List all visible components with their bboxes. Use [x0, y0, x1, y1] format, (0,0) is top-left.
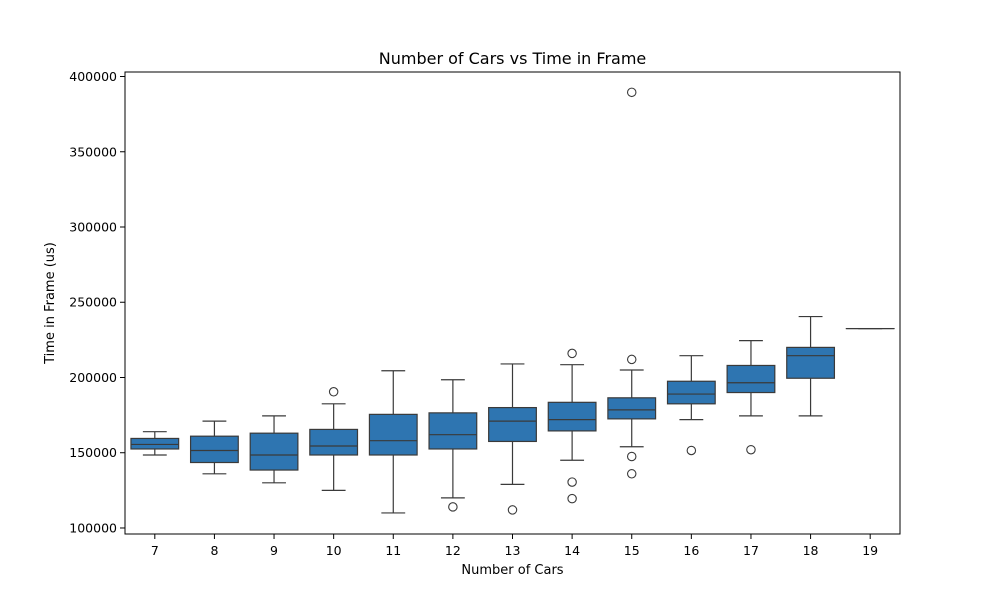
box-body: [250, 433, 298, 470]
x-tick-label: 7: [151, 543, 159, 558]
outlier-point: [687, 446, 695, 454]
outlier-point: [329, 388, 337, 396]
box-body: [191, 436, 239, 462]
x-tick-label: 12: [445, 543, 461, 558]
x-axis-label: Number of Cars: [461, 563, 563, 578]
box-body: [131, 438, 179, 449]
outlier-point: [628, 88, 636, 96]
outlier-point: [628, 452, 636, 460]
box-8: [191, 421, 239, 474]
x-tick-label: 11: [385, 543, 401, 558]
box-body: [429, 413, 477, 449]
y-tick-label: 200000: [69, 370, 117, 385]
y-axis-label: Time in Frame (us): [43, 242, 58, 365]
x-tick-label: 13: [505, 543, 521, 558]
box-17: [727, 341, 775, 454]
y-tick-label: 100000: [69, 520, 117, 535]
x-tick-label: 19: [862, 543, 878, 558]
x-tick-label: 17: [743, 543, 759, 558]
box-body: [489, 408, 537, 442]
box-18: [787, 317, 835, 416]
x-tick-label: 15: [624, 543, 640, 558]
box-14: [548, 349, 596, 503]
outlier-point: [747, 446, 755, 454]
x-tick-label: 9: [270, 543, 278, 558]
x-tick-label: 16: [683, 543, 699, 558]
outlier-point: [449, 503, 457, 511]
box-9: [250, 416, 298, 483]
box-body: [608, 398, 656, 419]
box-body: [668, 381, 716, 404]
y-tick-label: 150000: [69, 445, 117, 460]
y-tick-label: 300000: [69, 220, 117, 235]
box-body: [310, 429, 358, 455]
box-10: [310, 388, 358, 491]
outlier-point: [568, 494, 576, 502]
outlier-point: [628, 355, 636, 363]
y-tick-label: 250000: [69, 295, 117, 310]
outlier-point: [568, 349, 576, 357]
outlier-point: [568, 478, 576, 486]
box-body: [548, 402, 596, 431]
box-15: [608, 88, 656, 478]
chart-title: Number of Cars vs Time in Frame: [379, 49, 647, 68]
box-11: [369, 371, 417, 513]
plot-area: 100000 150000 200000 250000 300000 350000 4000…: [69, 69, 894, 558]
box-16: [668, 356, 716, 455]
outlier-point: [628, 470, 636, 478]
x-tick-label: 10: [326, 543, 342, 558]
y-tick-label: 350000: [69, 144, 117, 159]
y-tick-label: 400000: [69, 69, 117, 84]
box-body: [787, 347, 835, 378]
box-7: [131, 432, 179, 455]
x-tick-label: 14: [564, 543, 580, 558]
box-body: [727, 365, 775, 392]
x-tick-label: 18: [803, 543, 819, 558]
box-body: [369, 414, 417, 455]
outlier-point: [508, 506, 516, 514]
box-12: [429, 380, 477, 511]
x-tick-label: 8: [210, 543, 218, 558]
box-13: [489, 364, 537, 514]
